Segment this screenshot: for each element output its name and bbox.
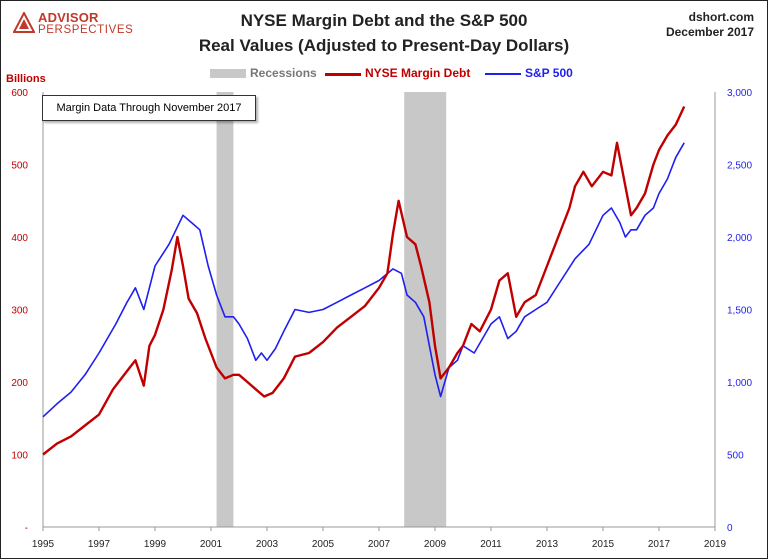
recession-band bbox=[216, 92, 234, 527]
x-tick-label: 2009 bbox=[424, 539, 447, 550]
x-tick-label: 1995 bbox=[32, 539, 55, 550]
right-tick-label: 500 bbox=[727, 451, 744, 462]
x-tick-label: 2007 bbox=[368, 539, 391, 550]
x-tick-label: 2005 bbox=[312, 539, 335, 550]
logo: ADVISOR PERSPECTIVES bbox=[13, 10, 163, 40]
annotation-box: Margin Data Through November 2017 bbox=[42, 95, 256, 121]
right-tick-label: 2,000 bbox=[727, 233, 752, 244]
right-tick-label: 1,000 bbox=[727, 378, 752, 389]
date-label: December 2017 bbox=[665, 25, 754, 39]
x-tick-label: 1999 bbox=[144, 539, 167, 550]
right-tick-label: 2,500 bbox=[727, 161, 752, 172]
x-tick-label: 2001 bbox=[200, 539, 223, 550]
x-tick-label: 2013 bbox=[536, 539, 559, 550]
x-tick-label: 2019 bbox=[704, 539, 727, 550]
legend-swatch-sp500 bbox=[485, 73, 521, 75]
x-tick-label: 2015 bbox=[592, 539, 615, 550]
x-tick-label: 1997 bbox=[88, 539, 111, 550]
left-tick-label: 200 bbox=[11, 378, 28, 389]
left-tick-label: 300 bbox=[11, 306, 28, 317]
logo-mark-icon bbox=[13, 12, 35, 33]
legend-label-recessions: Recessions bbox=[250, 66, 317, 80]
chart-title: NYSE Margin Debt and the S&P 500 bbox=[240, 11, 528, 30]
series-line-sp500 bbox=[42, 142, 685, 418]
x-tick-label: 2011 bbox=[480, 539, 502, 550]
legend-label-margin: NYSE Margin Debt bbox=[365, 66, 471, 80]
legend-label-sp500: S&P 500 bbox=[525, 66, 573, 80]
x-tick-label: 2003 bbox=[256, 539, 279, 550]
source-label: dshort.com bbox=[688, 10, 754, 24]
legend-swatch-recessions bbox=[210, 69, 246, 78]
x-tick-label: 2017 bbox=[648, 539, 671, 550]
right-tick-label: 1,500 bbox=[727, 306, 752, 317]
right-tick-label: 0 bbox=[727, 523, 733, 534]
left-axis-unit: Billions bbox=[6, 73, 46, 85]
legend: Recessions NYSE Margin Debt S&P 500 bbox=[0, 66, 768, 82]
left-tick-label: - bbox=[25, 523, 28, 534]
left-tick-label: 400 bbox=[11, 233, 28, 244]
logo-name: ADVISOR bbox=[38, 10, 99, 25]
left-tick-label: 500 bbox=[11, 161, 28, 172]
logo-subtitle: PERSPECTIVES bbox=[38, 24, 134, 36]
recession-band bbox=[404, 92, 447, 527]
legend-swatch-margin bbox=[325, 73, 361, 76]
left-tick-label: 600 bbox=[11, 88, 28, 99]
series-line-margin-debt bbox=[42, 105, 686, 456]
left-tick-label: 100 bbox=[11, 451, 28, 462]
chart-subtitle: Real Values (Adjusted to Present-Day Dol… bbox=[198, 36, 570, 55]
right-tick-label: 3,000 bbox=[727, 88, 752, 99]
